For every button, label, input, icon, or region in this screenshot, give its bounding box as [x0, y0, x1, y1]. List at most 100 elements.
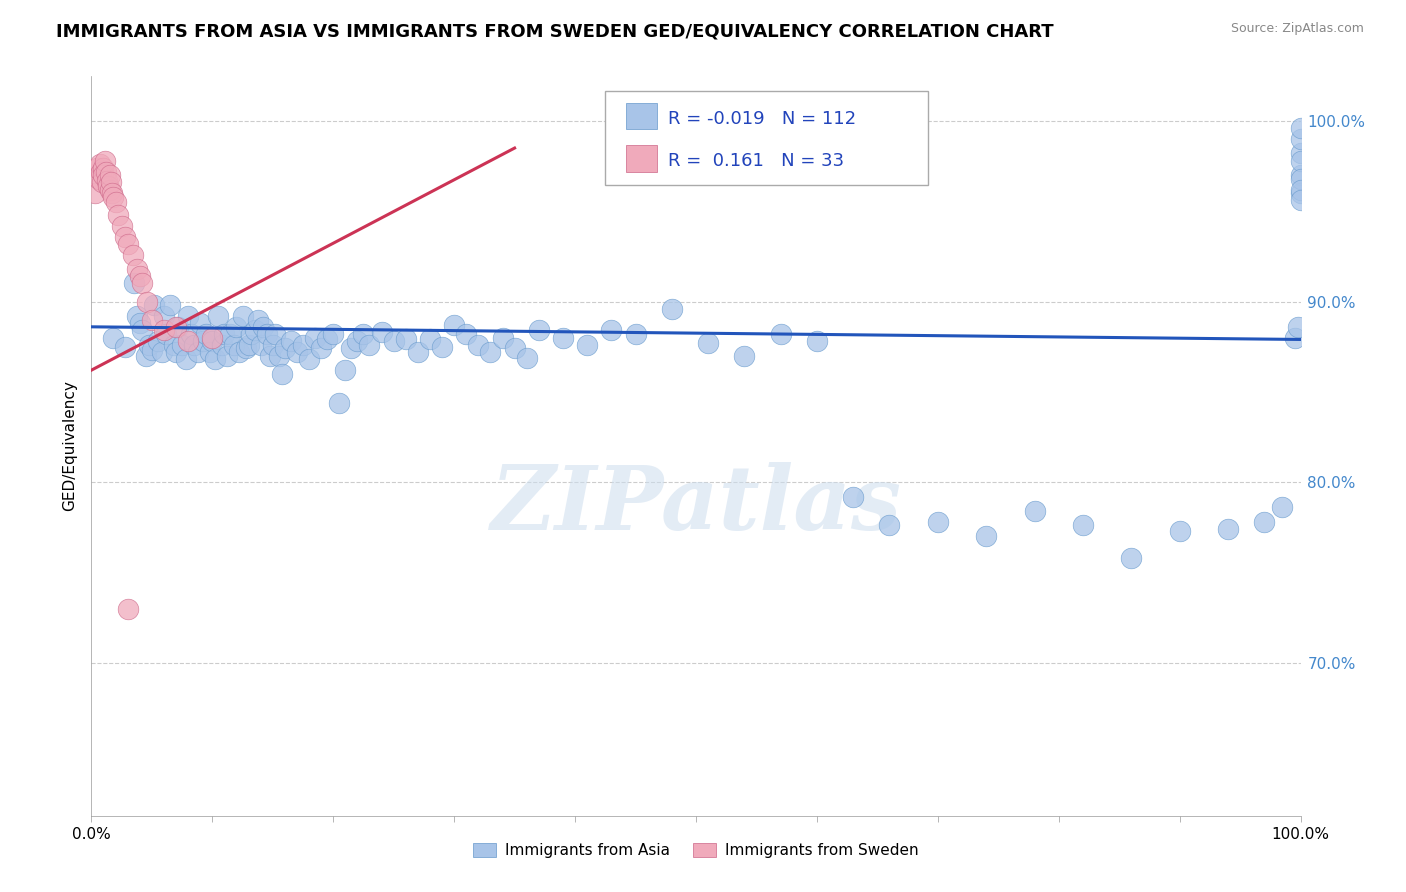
- Point: [207, 309, 229, 323]
- Point: [153, 323, 176, 337]
- Point: [219, 326, 242, 341]
- Point: [165, 319, 187, 334]
- Point: [138, 338, 160, 352]
- Point: [1253, 515, 1275, 529]
- Point: [98, 183, 121, 197]
- Point: [153, 309, 176, 323]
- Point: [256, 326, 278, 341]
- Point: [101, 186, 124, 201]
- Point: [406, 345, 429, 359]
- Point: [316, 333, 339, 347]
- Point: [94, 164, 117, 178]
- Point: [117, 601, 139, 615]
- Point: [100, 175, 122, 189]
- Point: [141, 312, 163, 326]
- Point: [1121, 551, 1143, 566]
- Point: [328, 395, 350, 409]
- Point: [1289, 132, 1312, 146]
- Point: [240, 326, 263, 341]
- Point: [419, 333, 441, 347]
- Point: [121, 247, 143, 261]
- Point: [98, 168, 121, 182]
- Point: [298, 352, 321, 367]
- Text: IMMIGRANTS FROM ASIA VS IMMIGRANTS FROM SWEDEN GED/EQUIVALENCY CORRELATION CHART: IMMIGRANTS FROM ASIA VS IMMIGRANTS FROM …: [56, 22, 1054, 40]
- Point: [172, 338, 194, 352]
- Point: [136, 294, 159, 309]
- Point: [195, 326, 218, 341]
- Point: [1168, 524, 1191, 538]
- Point: [128, 316, 150, 330]
- Point: [198, 345, 221, 359]
- Point: [252, 319, 274, 334]
- Point: [104, 195, 127, 210]
- Point: [769, 326, 792, 341]
- Point: [238, 338, 260, 352]
- Point: [90, 164, 112, 178]
- Point: [93, 153, 115, 168]
- Point: [107, 208, 129, 222]
- Point: [155, 326, 177, 341]
- Point: [93, 168, 115, 182]
- Point: [89, 157, 111, 171]
- Point: [177, 309, 200, 323]
- Point: [91, 175, 114, 189]
- Point: [188, 316, 211, 330]
- Point: [146, 334, 169, 349]
- Point: [180, 326, 202, 341]
- Point: [1216, 522, 1239, 536]
- Point: [117, 236, 139, 251]
- Text: R = -0.019   N = 112: R = -0.019 N = 112: [668, 110, 856, 128]
- Point: [430, 340, 453, 354]
- Point: [114, 229, 136, 244]
- Point: [600, 323, 623, 337]
- Point: [87, 171, 110, 186]
- Point: [382, 334, 405, 349]
- Point: [271, 367, 294, 381]
- Point: [1071, 518, 1094, 533]
- Point: [204, 352, 226, 367]
- Point: [516, 351, 538, 365]
- Point: [879, 518, 901, 533]
- Point: [264, 326, 287, 341]
- Y-axis label: GED/Equivalency: GED/Equivalency: [62, 381, 77, 511]
- Point: [697, 336, 720, 351]
- Point: [1289, 194, 1312, 208]
- Point: [1271, 500, 1294, 515]
- Point: [127, 309, 149, 323]
- Point: [111, 219, 132, 233]
- Point: [1289, 171, 1312, 186]
- Point: [127, 262, 149, 277]
- Point: [231, 309, 253, 323]
- Point: [249, 338, 271, 352]
- Point: [101, 190, 124, 204]
- Point: [322, 326, 344, 341]
- Point: [96, 173, 118, 187]
- Point: [285, 345, 308, 359]
- Point: [346, 334, 368, 349]
- Point: [467, 338, 489, 352]
- Point: [359, 338, 381, 352]
- Point: [1289, 183, 1312, 197]
- Point: [97, 178, 120, 193]
- Point: [128, 269, 150, 284]
- Point: [503, 342, 526, 356]
- Point: [259, 349, 281, 363]
- Point: [201, 334, 224, 349]
- Point: [187, 345, 209, 359]
- Point: [733, 349, 755, 363]
- Point: [370, 325, 392, 339]
- Point: [456, 326, 478, 341]
- Point: [243, 323, 266, 337]
- Point: [191, 334, 214, 349]
- Point: [211, 338, 233, 352]
- Point: [225, 319, 247, 334]
- Point: [267, 349, 290, 363]
- Point: [309, 342, 332, 356]
- Point: [1289, 186, 1312, 201]
- Point: [235, 342, 257, 356]
- Point: [491, 331, 513, 345]
- Point: [335, 363, 357, 377]
- Point: [274, 342, 297, 356]
- Point: [228, 345, 250, 359]
- Point: [527, 323, 550, 337]
